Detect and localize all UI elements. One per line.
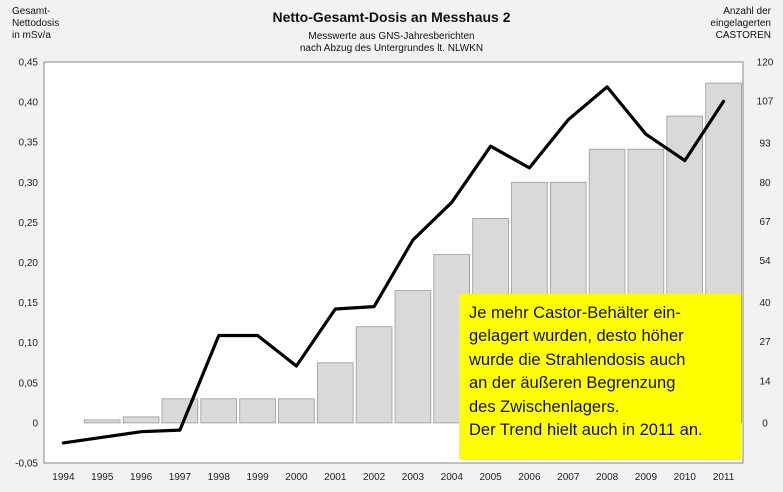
- annotation-line: Je mehr Castor-Behälter ein-: [469, 304, 681, 322]
- right-tick-label: 54: [759, 256, 771, 267]
- line-series: [61, 85, 726, 445]
- bar: [355, 326, 393, 424]
- left-tick-label: 0,05: [19, 378, 39, 389]
- x-tick-label: 2007: [557, 472, 580, 483]
- annotation-line: wurde die Strahlendosis auch: [469, 350, 686, 369]
- right-axis-ticks: 0 14 27 40 54 67 80 93 107 120: [757, 58, 774, 430]
- x-tick-label: 2004: [441, 472, 464, 483]
- left-tick-label: 0: [32, 418, 38, 429]
- left-axis-label-line: Nettodosis: [12, 18, 60, 29]
- chart-subtitle-line: Messwerte aus GNS-Jahresberichten: [308, 31, 475, 42]
- x-tick-label: 2006: [518, 472, 541, 483]
- annotation-line: gelagert wurden, desto höher: [469, 327, 684, 346]
- x-tick-label: 1998: [208, 472, 231, 483]
- bar: [83, 419, 121, 424]
- x-tick-label: 2008: [596, 472, 619, 483]
- bar: [278, 398, 315, 424]
- left-tick-label: 0,45: [19, 58, 39, 69]
- bar: [200, 398, 238, 424]
- annotation-box: Je mehr Castor-Behälter ein- gelagert wu…: [459, 294, 741, 460]
- left-tick-label: 0,40: [19, 98, 39, 109]
- right-tick-label: 0: [762, 418, 768, 429]
- x-axis-ticks: 1994 1995 1996 1997 1998 1999 2000 2001 2002 2003…: [52, 472, 735, 483]
- x-tick-label: 1999: [246, 472, 269, 483]
- right-tick-label: 93: [759, 139, 771, 150]
- right-axis-label-line: CASTOREN: [715, 30, 771, 41]
- bar: [316, 362, 354, 424]
- x-tick-label: 1994: [52, 472, 75, 483]
- annotation-line: an der äußeren Begrenzung: [469, 374, 676, 393]
- x-tick-label: 2000: [285, 472, 308, 483]
- x-tick-label: 2011: [713, 472, 735, 483]
- chart-title: Netto-Gesamt-Dosis an Messhaus 2: [272, 9, 511, 25]
- left-tick-label: -0,05: [15, 459, 38, 470]
- x-tick-label: 2010: [674, 472, 697, 483]
- bar: [122, 416, 160, 424]
- bar: [239, 398, 276, 424]
- right-tick-label: 80: [759, 178, 771, 189]
- x-tick-label: 2001: [324, 472, 347, 483]
- left-tick-label: 0,20: [19, 258, 39, 269]
- x-tick-label: 2009: [635, 472, 658, 483]
- chart-subtitle-line: nach Abzug des Untergrundes lt. NLWKN: [299, 43, 484, 54]
- annotation-line: Der Trend hielt auch in 2011 an.: [469, 421, 703, 440]
- left-tick-label: 0,10: [19, 338, 39, 349]
- x-tick-label: 2003: [402, 472, 425, 483]
- left-axis-label-line: in mSv/a: [12, 30, 51, 41]
- x-tick-label: 1995: [91, 472, 114, 483]
- x-tick-label: 2002: [363, 472, 386, 483]
- chart-subtitle: Messwerte aus GNS-Jahresberichten nach A…: [0, 31, 783, 55]
- left-tick-label: 0,25: [19, 218, 39, 229]
- right-tick-label: 40: [759, 298, 771, 309]
- left-tick-label: 0,35: [19, 138, 39, 149]
- right-tick-label: 14: [759, 376, 771, 387]
- right-axis-label-line: Anzahl der: [723, 6, 771, 17]
- x-tick-label: 2005: [479, 472, 502, 483]
- right-tick-label: 27: [759, 337, 771, 348]
- right-tick-label: 107: [757, 97, 774, 108]
- left-axis-ticks: -0,05 0 0,05 0,10 0,15 0,20 0,25 0,30 0,35 0,40 0,…: [15, 58, 38, 470]
- right-tick-label: 67: [759, 217, 771, 228]
- annotation-line: des Zwischenlagers.: [469, 397, 620, 416]
- left-tick-label: 0,15: [19, 298, 39, 309]
- left-axis-label-line: Gesamt-: [12, 6, 51, 17]
- right-tick-label: 120: [757, 58, 774, 69]
- left-axis-label: Gesamt- Nettodosis in mSv/a: [12, 6, 59, 42]
- left-tick-label: 0,30: [19, 178, 39, 189]
- dose-line: [61, 85, 726, 445]
- x-tick-label: 1996: [130, 472, 153, 483]
- bar: [394, 290, 432, 424]
- right-axis-label-line: eingelagerten: [710, 18, 771, 29]
- x-tick-label: 1997: [169, 472, 192, 483]
- right-axis-label: Anzahl der eingelagerten CASTOREN: [710, 6, 771, 42]
